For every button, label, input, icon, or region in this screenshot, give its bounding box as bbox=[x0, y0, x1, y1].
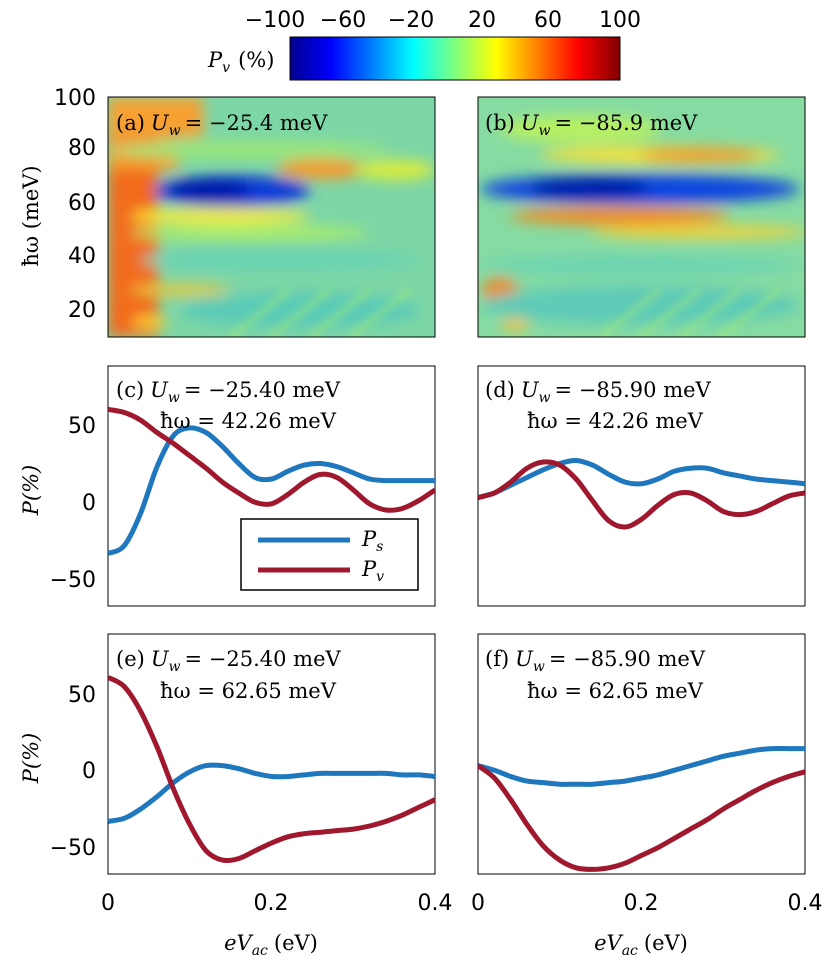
heatmap-b bbox=[477, 96, 806, 338]
x-axis-label-right: eVac (eV) bbox=[594, 931, 688, 959]
y-tick: 100 bbox=[54, 86, 96, 111]
panel-e-series bbox=[108, 675, 435, 864]
panel-a-label: (a) Uw = −25.4 meV bbox=[116, 111, 328, 139]
y-axis-label: ħω (meV) bbox=[19, 165, 43, 266]
colorbar: −100 −60 −20 20 60 100 Pv (%) bbox=[207, 8, 641, 81]
x-tick: 0.2 bbox=[254, 891, 289, 916]
panel-c-frame bbox=[107, 365, 436, 607]
panel-c-uw: (c) Uw = −25.40 meV bbox=[116, 378, 341, 406]
panel-f-hw: ħω = 62.65 meV bbox=[527, 679, 704, 703]
x-tick: 0.2 bbox=[624, 891, 659, 916]
x-axis: 0 0.2 0.4 0 0.2 0.4 eVac (eV) eVac (eV) bbox=[101, 891, 823, 959]
y-axis-label: P(%) bbox=[19, 733, 43, 784]
panel-d-frame bbox=[477, 365, 806, 607]
x-tick: 0.4 bbox=[788, 891, 823, 916]
colorbar-label: Pv (%) bbox=[207, 48, 274, 76]
series-ps-line bbox=[478, 745, 805, 787]
y-tick: 50 bbox=[68, 683, 96, 708]
legend-box bbox=[240, 518, 419, 591]
x-tick: 0 bbox=[471, 891, 485, 916]
y-tick: 20 bbox=[68, 298, 96, 323]
y-axis-top: 100 80 60 40 20 ħω (meV) bbox=[19, 86, 96, 323]
panel-c-series bbox=[108, 406, 435, 556]
panel-c-hw: ħω = 42.26 meV bbox=[160, 409, 337, 433]
x-tick: 0 bbox=[101, 891, 115, 916]
y-tick: −50 bbox=[50, 836, 96, 861]
colorbar-tick: −20 bbox=[388, 8, 434, 33]
panel-e-frame bbox=[107, 633, 436, 875]
legend-pv-label: Pv bbox=[361, 557, 384, 585]
panel-f-frame bbox=[477, 633, 806, 875]
y-tick: 0 bbox=[82, 491, 96, 516]
x-tick: 0.4 bbox=[418, 891, 453, 916]
series-pv-line bbox=[108, 675, 435, 864]
panel-d-uw: (d) Uw = −85.90 meV bbox=[485, 378, 712, 406]
panel-b-label: (b) Uw = −85.9 meV bbox=[485, 111, 698, 139]
y-axis-label: P(%) bbox=[19, 465, 43, 516]
series-ps-line bbox=[108, 425, 435, 556]
y-tick: −50 bbox=[50, 568, 96, 593]
colorbar-tick: 60 bbox=[534, 8, 562, 33]
y-tick: 40 bbox=[68, 244, 96, 269]
colorbar-tick: −60 bbox=[320, 8, 366, 33]
panel-f-series bbox=[478, 745, 805, 872]
panel-d-series bbox=[478, 457, 805, 530]
series-pv-line bbox=[108, 406, 435, 513]
series-ps-line bbox=[108, 762, 435, 824]
panel-f-uw: (f) Uw = −85.90 meV bbox=[485, 647, 706, 675]
legend: Ps Pv bbox=[240, 518, 419, 591]
colorbar-gradient bbox=[289, 36, 621, 81]
y-tick: 0 bbox=[82, 759, 96, 784]
panel-e-hw: ħω = 62.65 meV bbox=[160, 679, 337, 703]
colorbar-tick: −100 bbox=[245, 8, 305, 33]
y-tick: 50 bbox=[68, 414, 96, 439]
panel-d-hw: ħω = 42.26 meV bbox=[527, 409, 704, 433]
panel-e-uw: (e) Uw = −25.40 meV bbox=[116, 647, 342, 675]
y-axis-mid: 50 0 −50 P(%) bbox=[19, 414, 96, 593]
legend-ps-label: Ps bbox=[361, 527, 383, 555]
y-axis-bottom: 50 0 −50 P(%) bbox=[19, 683, 96, 861]
colorbar-tick: 100 bbox=[599, 8, 641, 33]
x-axis-label-left: eVac (eV) bbox=[224, 931, 318, 959]
series-pv-line bbox=[478, 459, 805, 530]
series-pv-line bbox=[478, 763, 805, 872]
heatmap-a bbox=[107, 96, 436, 338]
series-ps-line bbox=[478, 457, 805, 501]
colorbar-tick: 20 bbox=[468, 8, 496, 33]
y-tick: 80 bbox=[68, 136, 96, 161]
y-tick: 60 bbox=[68, 191, 96, 216]
